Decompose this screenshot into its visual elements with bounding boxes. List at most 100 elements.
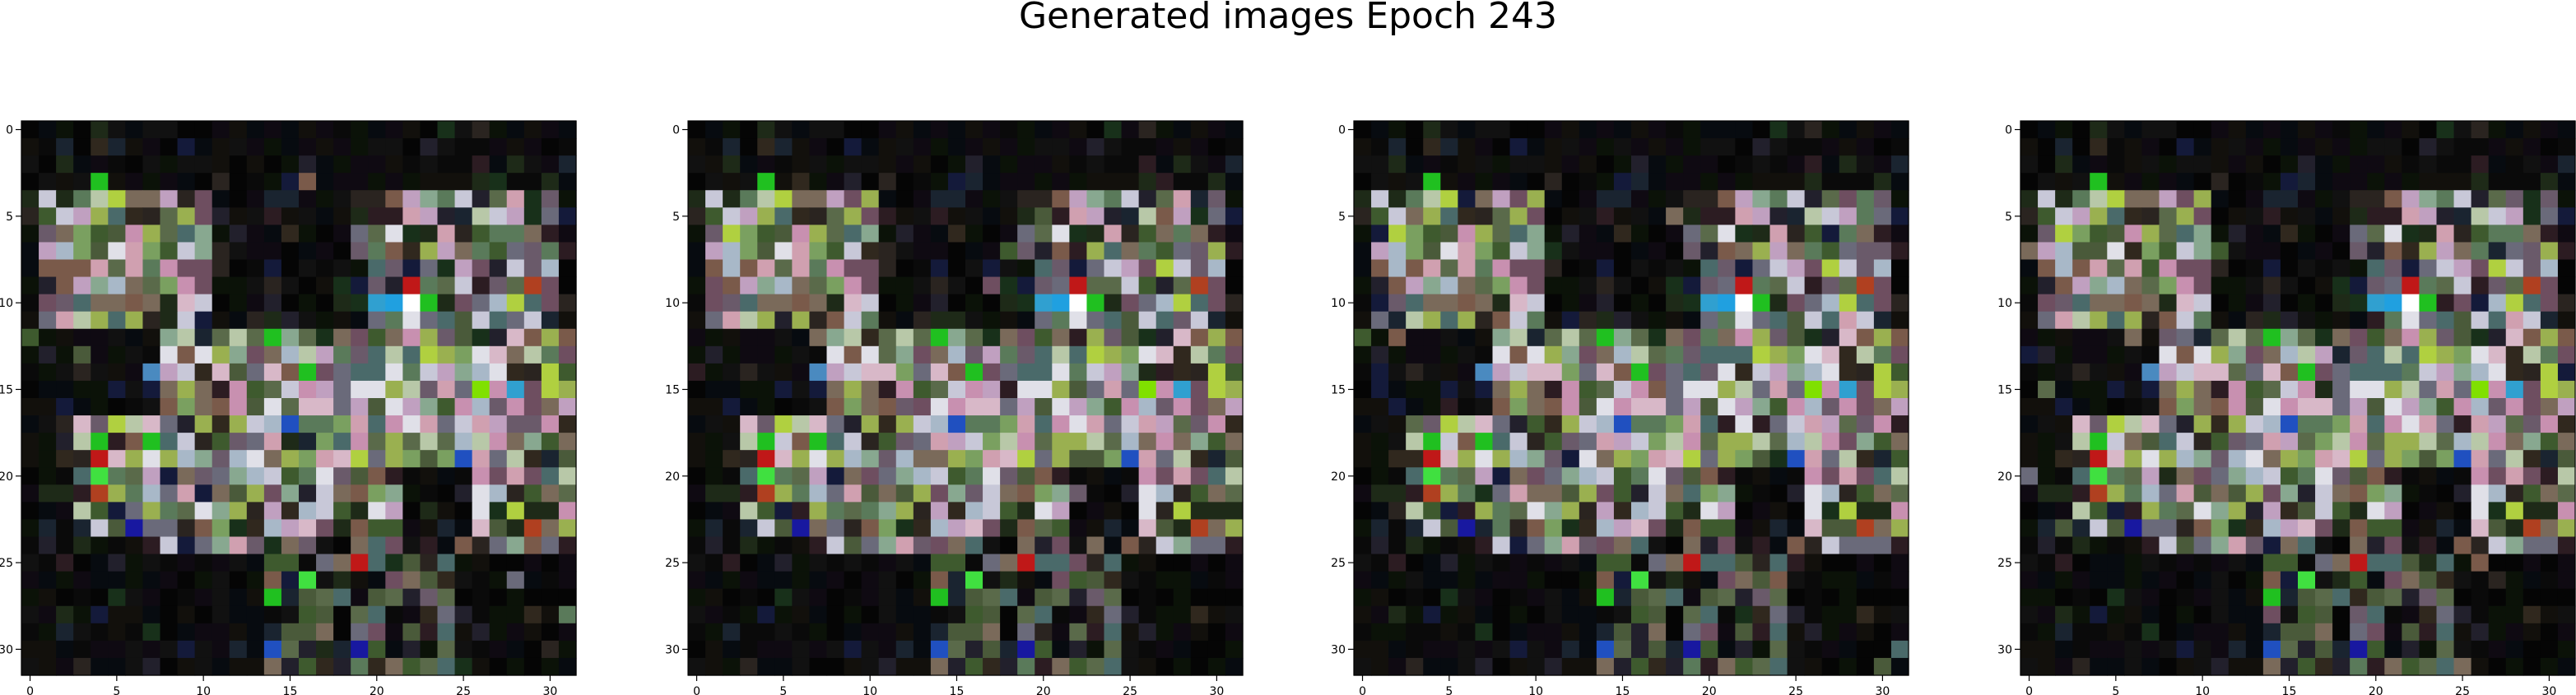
image-pixel [1857, 277, 1875, 295]
image-pixel [1735, 641, 1753, 659]
image-pixel [1614, 658, 1632, 676]
image-pixel [1000, 641, 1018, 659]
image-pixel [490, 398, 508, 416]
image-pixel [1614, 121, 1632, 139]
image-pixel [1104, 641, 1123, 659]
image-pixel [2160, 173, 2178, 191]
image-pixel [948, 554, 966, 572]
image-pixel [1423, 173, 1441, 191]
image-pixel [402, 572, 421, 590]
image-pixel [91, 329, 109, 347]
image-pixel [1354, 312, 1372, 330]
image-pixel [39, 641, 57, 659]
image-pixel [1822, 225, 1840, 243]
image-pixel [879, 450, 897, 468]
image-pixel [21, 467, 40, 485]
image-pixel [688, 398, 706, 416]
image-pixel [455, 277, 473, 295]
image-pixel [965, 467, 983, 485]
image-pixel [1017, 138, 1035, 156]
image-pixel [948, 658, 966, 676]
image-pixel [1139, 502, 1157, 520]
x-tick-label: 30 [542, 685, 557, 695]
image-pixel [1406, 658, 1424, 676]
image-pixel [2229, 242, 2247, 260]
image-pixel [2229, 433, 2247, 451]
image-pixel [1579, 502, 1597, 520]
image-pixel [757, 450, 775, 468]
image-pixel [2211, 329, 2230, 347]
image-pixel [948, 346, 966, 364]
image-pixel [1052, 433, 1070, 451]
image-pixel [316, 138, 334, 156]
image-pixel [1104, 242, 1123, 260]
image-pixel [1122, 242, 1140, 260]
image-pixel [723, 173, 741, 191]
x-tick-label: 0 [1359, 685, 1366, 695]
image-pixel [420, 519, 438, 537]
image-pixel [2229, 381, 2247, 399]
image-pixel [792, 207, 810, 225]
image-pixel [385, 121, 403, 139]
image-pixel [2281, 242, 2299, 260]
image-pixel [91, 173, 109, 191]
image-pixel [2541, 277, 2559, 295]
image-pixel [351, 623, 369, 642]
image-pixel [542, 606, 560, 624]
image-pixel [2384, 572, 2402, 590]
image-pixel [1017, 207, 1035, 225]
image-pixel [1891, 225, 1909, 243]
image-pixel [333, 346, 351, 364]
image-pixel [2177, 225, 2195, 243]
image-pixel [1752, 381, 1770, 399]
image-pixel [316, 415, 334, 433]
image-pixel [931, 589, 949, 607]
image-pixel [2419, 554, 2437, 572]
image-pixel [247, 433, 265, 451]
x-tick-label: 15 [2282, 685, 2297, 695]
image-pixel [2107, 623, 2125, 642]
image-pixel [879, 658, 897, 676]
image-pixel [1122, 450, 1140, 468]
image-pixel [1493, 121, 1511, 139]
image-pixel [160, 502, 179, 520]
image-pixel [1069, 398, 1087, 416]
image-pixel [1225, 589, 1244, 607]
image-pixel [1122, 398, 1140, 416]
image-pixel [2055, 225, 2073, 243]
image-pixel [2038, 606, 2056, 624]
image-pixel [1035, 606, 1053, 624]
image-pixel [368, 519, 386, 537]
image-pixel [2211, 155, 2230, 174]
image-pixel [1139, 225, 1157, 243]
image-pixel [914, 364, 932, 382]
image-pixel [1191, 450, 1209, 468]
image-pixel [2558, 155, 2576, 174]
image-pixel [792, 398, 810, 416]
image-pixel [1458, 572, 1476, 590]
image-pixel [809, 658, 827, 676]
image-pixel [2020, 450, 2039, 468]
image-pixel [2315, 242, 2333, 260]
image-pixel [2090, 398, 2108, 416]
image-pixel [142, 467, 160, 485]
image-pixel [1191, 537, 1209, 555]
x-tick-label: 15 [1616, 685, 1630, 695]
image-pixel [108, 260, 126, 278]
image-pixel [1839, 346, 1858, 364]
image-pixel [705, 398, 723, 416]
image-pixel [1052, 537, 1070, 555]
image-pixel [774, 572, 793, 590]
image-pixel [2211, 190, 2230, 208]
image-pixel [2281, 502, 2299, 520]
image-pixel [299, 364, 317, 382]
image-pixel [774, 537, 793, 555]
image-pixel [2402, 225, 2420, 243]
image-pixel [862, 398, 880, 416]
image-pixel [39, 260, 57, 278]
image-pixel [2402, 260, 2420, 278]
image-pixel [774, 450, 793, 468]
image-pixel [2211, 277, 2230, 295]
image-pixel [316, 623, 334, 642]
image-pixel [2055, 502, 2073, 520]
